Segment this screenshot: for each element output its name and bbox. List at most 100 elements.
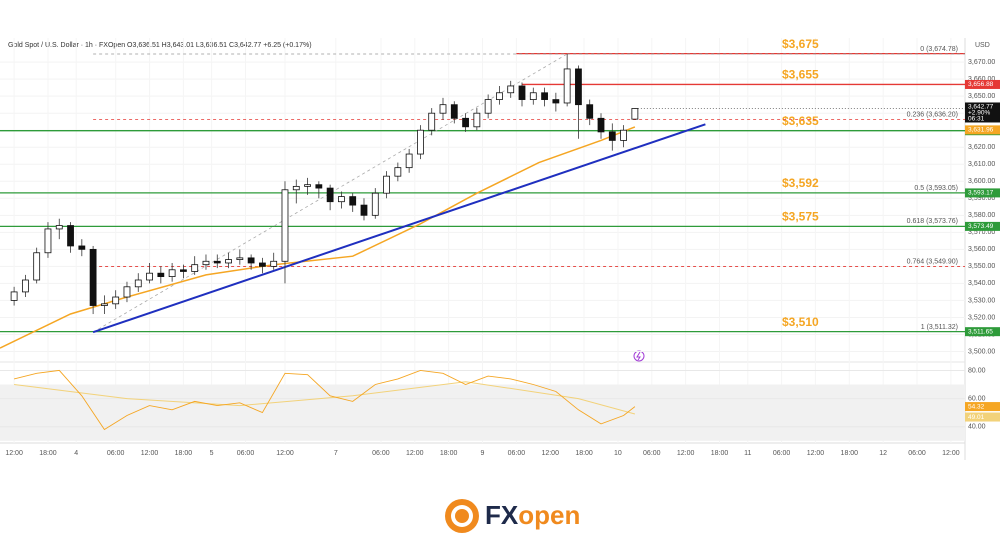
x-tick-label: 18:00: [841, 450, 859, 457]
candle-body: [101, 303, 108, 306]
x-tick-label: 12:00: [141, 450, 159, 457]
x-tick-label: 18:00: [440, 450, 458, 457]
candle-body: [620, 129, 627, 141]
candle-body: [383, 175, 390, 194]
y-tick-label: 3,550.00: [968, 263, 995, 270]
x-tick-label: 12:00: [942, 450, 960, 457]
logo: FXopen: [445, 499, 580, 533]
level-title: $3,635: [782, 114, 819, 128]
candle-body: [157, 272, 165, 277]
fib-label: 0.764 (3,549.90): [907, 258, 958, 265]
y-tick-label: 3,520.00: [968, 314, 995, 321]
candle-body: [304, 184, 311, 187]
candle-body: [259, 262, 266, 267]
candle-body: [146, 272, 153, 281]
x-tick-label: 06:00: [372, 450, 390, 457]
candle-body: [360, 204, 368, 216]
candle-body: [518, 85, 526, 100]
y-tick-label: 3,670.00: [968, 59, 995, 66]
x-tick-label: 06:00: [908, 450, 926, 457]
candle-body: [586, 104, 594, 119]
candle-body: [247, 257, 255, 264]
y-tick-label: 3,580.00: [968, 212, 995, 219]
chart-title: Gold Spot / U.S. Dollar · 1h · FXOpen O3…: [8, 42, 312, 49]
last-price-badge: [965, 102, 1000, 123]
price-badge-label: 3,656.88: [968, 81, 994, 88]
candle-body: [575, 68, 582, 106]
y-tick-label: 3,500.00: [968, 348, 995, 355]
rsi-band: [0, 384, 965, 441]
candle-body: [394, 167, 402, 177]
x-tick-label: 18:00: [575, 450, 593, 457]
x-tick-label: 7: [334, 450, 338, 457]
y-tick-label: 3,610.00: [968, 161, 995, 168]
candle-body: [315, 184, 323, 189]
candle-body: [270, 260, 278, 267]
candle-body: [473, 112, 481, 128]
x-tick-label: 12:00: [276, 450, 294, 457]
rsi-tick-label: 60.00: [968, 395, 986, 402]
candle-body: [292, 185, 300, 191]
candle-body: [180, 269, 187, 272]
x-tick-label: 12:00: [807, 450, 825, 457]
rsi-signal: [14, 381, 636, 415]
x-tick-label: 06:00: [773, 450, 791, 457]
candle-body: [236, 257, 244, 260]
candle-body: [168, 269, 176, 277]
x-tick-label: 5: [210, 450, 214, 457]
candle-body: [225, 259, 232, 264]
fib-label: 0.5 (3,593.05): [914, 185, 958, 192]
candle-body: [529, 92, 537, 100]
logo-open: open: [518, 500, 580, 530]
rsi-badge-label: 54.32: [968, 403, 985, 410]
last-price-label: 3,642.77: [968, 104, 994, 111]
candle-body: [67, 225, 74, 247]
candle-body: [326, 187, 334, 203]
price-badge: [965, 79, 1000, 89]
y-tick-label: 3,620.00: [968, 144, 995, 151]
level-title: $3,575: [782, 210, 819, 224]
candle-body: [428, 112, 436, 131]
x-tick-label: 18:00: [711, 450, 729, 457]
y-tick-label: 3,540.00: [968, 280, 995, 287]
rsi-badge: [965, 402, 1000, 412]
candle-body: [507, 85, 515, 94]
candle-body: [33, 252, 41, 281]
rsi-tick-label: 40.00: [968, 424, 986, 431]
fib-label: 0 (3,674.78): [920, 46, 958, 53]
x-tick-label: 12: [879, 450, 887, 457]
x-tick-label: 11: [744, 450, 751, 457]
price-badge: [965, 327, 1000, 337]
x-tick-label: 18:00: [175, 450, 193, 457]
y-tick-label: 3,660.00: [968, 76, 995, 83]
candle-body: [608, 131, 616, 141]
y-tick-label: 3,570.00: [968, 229, 995, 236]
x-tick-label: 4: [74, 450, 78, 457]
candle-body: [450, 104, 458, 119]
logo-text: FXopen: [485, 500, 580, 530]
moving-average: [0, 126, 636, 349]
ma-badge-label: 3,631.96: [968, 127, 994, 134]
candle-body: [405, 153, 413, 169]
candle-body: [439, 104, 447, 114]
candle-body: [89, 248, 97, 306]
candle-body: [213, 260, 221, 264]
x-tick-label: 10: [614, 450, 622, 457]
price-badge-label: 3,511.65: [968, 328, 993, 335]
x-tick-label: 12:00: [541, 450, 559, 457]
candle-body: [112, 296, 120, 305]
candle-body: [123, 286, 131, 298]
candle-body: [597, 117, 605, 133]
candle-body: [496, 92, 503, 100]
x-tick-label: 06:00: [643, 450, 661, 457]
x-tick-label: 06:00: [508, 450, 526, 457]
rsi-signal-badge-label: 49.01: [968, 414, 985, 421]
rsi-tick-label: 80.00: [968, 367, 986, 374]
candle-body: [134, 279, 142, 288]
candle-body: [541, 92, 548, 100]
rsi-line: [13, 369, 636, 431]
level-title: $3,675: [782, 37, 819, 51]
y-tick-label: 3,530.00: [968, 297, 995, 304]
